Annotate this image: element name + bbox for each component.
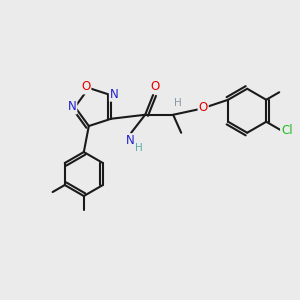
Text: N: N — [110, 88, 118, 101]
Text: O: O — [81, 80, 90, 94]
Text: H: H — [174, 98, 182, 108]
Text: O: O — [199, 101, 208, 114]
Text: H: H — [135, 143, 143, 153]
Text: Cl: Cl — [281, 124, 292, 137]
Text: N: N — [68, 100, 76, 113]
Text: N: N — [126, 134, 135, 147]
Text: O: O — [151, 80, 160, 93]
